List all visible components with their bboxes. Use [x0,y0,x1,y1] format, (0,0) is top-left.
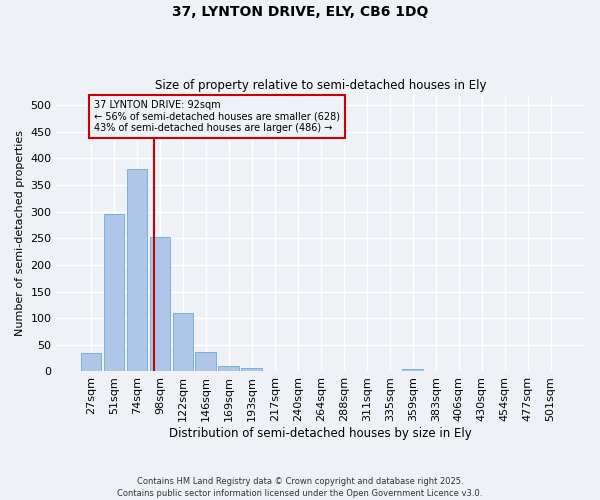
Bar [218,366,239,372]
Bar [127,169,147,372]
Y-axis label: Number of semi-detached properties: Number of semi-detached properties [15,130,25,336]
X-axis label: Distribution of semi-detached houses by size in Ely: Distribution of semi-detached houses by … [169,427,472,440]
Bar [173,313,193,372]
Bar [241,368,262,372]
Bar [149,236,170,372]
Bar [403,370,423,372]
Text: 37 LYNTON DRIVE: 92sqm
← 56% of semi-detached houses are smaller (628)
43% of se: 37 LYNTON DRIVE: 92sqm ← 56% of semi-det… [94,100,340,133]
Text: 37, LYNTON DRIVE, ELY, CB6 1DQ: 37, LYNTON DRIVE, ELY, CB6 1DQ [172,5,428,19]
Title: Size of property relative to semi-detached houses in Ely: Size of property relative to semi-detach… [155,79,487,92]
Bar [80,353,101,372]
Bar [196,352,216,372]
Text: Contains HM Land Registry data © Crown copyright and database right 2025.
Contai: Contains HM Land Registry data © Crown c… [118,476,482,498]
Bar [104,214,124,372]
